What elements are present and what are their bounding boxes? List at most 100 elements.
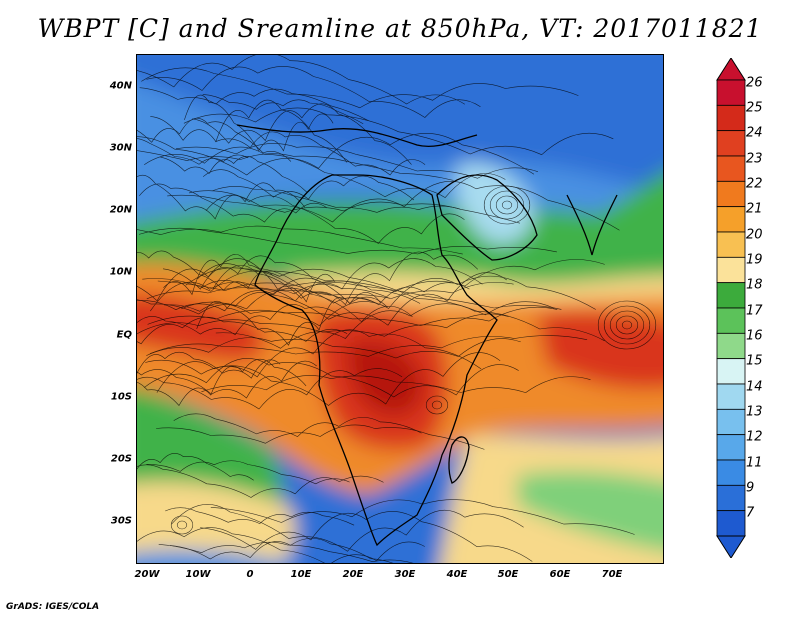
colorbar-swatch xyxy=(716,155,746,182)
streamline xyxy=(137,464,384,498)
streamline xyxy=(142,268,555,316)
colorbar-swatch xyxy=(716,79,746,106)
map-panel xyxy=(136,54,664,564)
colorbar-tick-label: 21 xyxy=(746,201,763,217)
streamline xyxy=(145,329,482,378)
lat-label-eq: EQ xyxy=(116,329,132,341)
streamline xyxy=(146,337,521,359)
colorbar-tick-label: 9 xyxy=(746,480,755,496)
lon-label-20e: 20E xyxy=(342,569,364,580)
streamline xyxy=(149,335,588,357)
colorbar-tick-label: 20 xyxy=(746,227,763,243)
lat-label-10n: 10N xyxy=(109,266,132,278)
streamline-vortex xyxy=(176,520,188,530)
streamline xyxy=(150,272,507,326)
lat-label-40n: 40N xyxy=(109,80,132,92)
streamlines xyxy=(137,55,657,563)
colorbar-swatch xyxy=(716,206,746,233)
field-cool-arabia xyxy=(457,162,533,245)
streamline xyxy=(137,304,341,336)
streamline xyxy=(137,453,254,481)
streamline xyxy=(156,352,501,406)
colorbar-tick-label: 7 xyxy=(746,505,755,521)
field-orange-east xyxy=(537,310,663,389)
streamline-vortex xyxy=(603,305,651,345)
colorbar-tick-label: 12 xyxy=(746,429,763,445)
colorbar-tick-label: 26 xyxy=(746,75,763,91)
lon-label-60e: 60E xyxy=(549,569,571,580)
streamline-vortex xyxy=(495,195,519,215)
streamline xyxy=(137,316,348,345)
lat-label-10s: 10S xyxy=(110,391,132,403)
field-darkred xyxy=(347,341,423,416)
streamline-vortex xyxy=(501,200,513,210)
streamline xyxy=(137,150,454,181)
streamline xyxy=(146,460,350,485)
streamline xyxy=(137,133,535,176)
lat-label-30s: 30S xyxy=(110,515,132,527)
colorbar-swatch xyxy=(716,510,746,537)
lon-label-0: 0 xyxy=(246,569,254,580)
streamline xyxy=(146,66,481,118)
colorbar-swatch xyxy=(716,231,746,258)
colorbar-swatch xyxy=(716,256,746,284)
colorbar-swatch xyxy=(716,383,746,410)
streamline xyxy=(137,351,281,379)
colorbar-swatch xyxy=(716,180,746,208)
streamline xyxy=(158,541,414,563)
colorbar-tick-label: 24 xyxy=(746,125,763,141)
streamline xyxy=(202,169,415,201)
colorbar-swatch xyxy=(716,282,746,309)
map-title: WBPT [C] and Sreamline at 850hPa, VT: 20… xyxy=(37,14,763,43)
colorbar-tick-label: 17 xyxy=(746,303,763,319)
colorbar-bottom-arrow xyxy=(716,535,746,558)
streamline xyxy=(210,499,635,535)
europe-coast xyxy=(236,124,478,147)
madagascar-coast xyxy=(448,436,470,484)
streamline xyxy=(171,504,524,552)
lat-label-30n: 30N xyxy=(109,142,132,154)
field-yellow-south xyxy=(137,481,296,563)
streamline xyxy=(212,251,479,306)
streamline xyxy=(183,107,614,156)
colorbar-swatch xyxy=(716,434,746,461)
streamline xyxy=(141,67,579,109)
streamline xyxy=(137,258,413,323)
streamline xyxy=(138,227,557,255)
streamline-vortex xyxy=(609,310,645,340)
streamline xyxy=(137,55,465,105)
streamline xyxy=(137,250,274,291)
field-cold-sw xyxy=(137,549,289,563)
streamline xyxy=(137,277,421,312)
streamline xyxy=(137,283,390,315)
streamline-vortex xyxy=(597,300,657,350)
colorbar-swatch xyxy=(716,484,746,512)
lon-label-50e: 50E xyxy=(497,569,519,580)
temperature-field xyxy=(137,55,663,563)
streamline-vortex xyxy=(431,400,443,410)
streamline xyxy=(173,413,422,437)
arabia-coast xyxy=(436,174,538,261)
streamline xyxy=(160,156,308,193)
colorbar-tick-label: 14 xyxy=(746,379,763,395)
streamline xyxy=(147,306,558,326)
colorbar xyxy=(716,58,746,558)
grads-credit: GrADS: IGES/COLA xyxy=(6,602,100,612)
colorbar-swatch xyxy=(716,332,746,360)
lon-label-70e: 70E xyxy=(601,569,623,580)
colorbar-tick-label: 16 xyxy=(746,328,763,344)
colorbar-swatch xyxy=(716,358,746,385)
streamline xyxy=(139,183,328,223)
streamline xyxy=(137,175,306,220)
streamline-vortex xyxy=(489,190,525,220)
field-green xyxy=(137,173,663,309)
streamline-vortex xyxy=(615,315,639,335)
colorbar-tick-label: 19 xyxy=(746,252,763,268)
streamline xyxy=(184,94,334,152)
streamline xyxy=(205,194,465,244)
streamline xyxy=(137,138,248,165)
colorbar-tick-label: 15 xyxy=(746,353,763,369)
colorbar-top-arrow xyxy=(716,58,746,81)
streamline xyxy=(192,103,412,165)
streamline-vortex xyxy=(483,185,531,225)
